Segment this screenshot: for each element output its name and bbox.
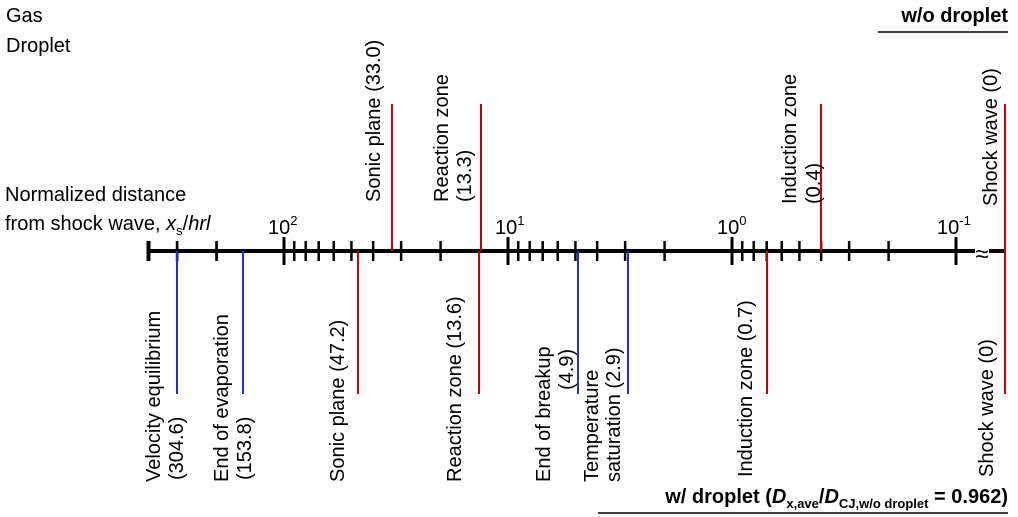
- bottom-label-end-of-evaporation: End of evaporation: [211, 314, 233, 482]
- axis-break-gap: [975, 237, 989, 265]
- tick-label-1e0: 100: [717, 213, 746, 239]
- bottom-label-induction-zone: Induction zone (0.7): [735, 300, 757, 477]
- bottom-value-end-of-breakup: (4.9): [556, 349, 578, 390]
- axis-break-mark: ≈: [975, 241, 988, 268]
- tick-label-1e-1: 10-1: [937, 213, 971, 239]
- top-label-shock-wave: Shock wave (0): [980, 68, 1002, 206]
- bottom-value-end-of-evaporation: (153.8): [234, 417, 256, 480]
- bottom-label-saturation: saturation (2.9): [603, 347, 625, 482]
- top-label-reaction-zone: Reaction zone: [431, 74, 453, 202]
- bottom-label-sonic-plane: Sonic plane (47.2): [327, 320, 349, 482]
- header-without-droplet: w/o droplet: [900, 5, 1008, 27]
- top-label-sonic-plane: Sonic plane (33.0): [363, 40, 385, 202]
- top-value-induction-zone: (0.4): [803, 163, 825, 204]
- bottom-value-velocity-equilibrium: (304.6): [166, 417, 188, 480]
- axis-label-line2: from shock wave, xs/hrl: [5, 213, 211, 238]
- legend-gas: Gas: [6, 5, 43, 27]
- axis-label-line1: Normalized distance: [5, 184, 186, 206]
- tick-label-1e1: 101: [495, 213, 524, 239]
- bottom-label-temperature: Temperature: [581, 370, 603, 482]
- bottom-label-velocity-equilibrium: Velocity equilibrium: [143, 311, 165, 482]
- axis-ticks: [146, 237, 958, 265]
- legend-droplet: Droplet: [6, 35, 71, 57]
- bottom-label-shock-wave: Shock wave (0): [976, 339, 998, 477]
- marker-lines: [176, 104, 1006, 394]
- bottom-label-end-of-breakup: End of breakup: [533, 346, 555, 482]
- top-value-reaction-zone: (13.3): [454, 150, 476, 202]
- bottom-label-reaction-zone: Reaction zone (13.6): [444, 296, 466, 482]
- top-label-induction-zone: Induction zone: [779, 74, 801, 204]
- tick-label-1e2: 102: [268, 213, 297, 239]
- header-with-droplet: w/ droplet (Dx,ave/DCJ,w/o droplet = 0.9…: [664, 486, 1008, 511]
